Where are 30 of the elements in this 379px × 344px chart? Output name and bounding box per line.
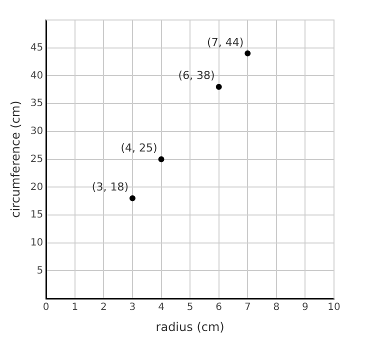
y-axis-title: circumference (cm) xyxy=(8,100,22,218)
data-label: (4, 25) xyxy=(120,142,158,155)
point xyxy=(129,195,136,202)
x-tick-label: 1 xyxy=(72,302,78,314)
y-tick-label: 15 xyxy=(30,210,44,221)
y-tick-label: 20 xyxy=(30,182,44,193)
y-tick-label: 40 xyxy=(30,70,44,82)
point xyxy=(158,156,164,162)
y-tick-label: 30 xyxy=(30,126,44,138)
y-tick-label: 10 xyxy=(30,237,44,248)
y-tick-label: 45 xyxy=(30,42,44,54)
x-tick-label: 2 xyxy=(100,302,107,314)
x-axis-title: radius (cm) xyxy=(156,320,224,334)
x-tick-label: 7 xyxy=(244,302,251,314)
y-tick-label: 25 xyxy=(30,154,44,165)
data-label: (6, 38) xyxy=(178,69,215,82)
x-tick-label: 3 xyxy=(129,302,136,314)
x-tick-label: 5 xyxy=(186,302,194,314)
y-tick-label: 5 xyxy=(36,265,44,276)
x-tick-label: 0 xyxy=(42,302,50,314)
point xyxy=(244,50,251,56)
y-tick-label: 35 xyxy=(30,98,44,110)
point xyxy=(216,84,222,90)
x-tick-label: 8 xyxy=(273,302,280,314)
x-tick-label: 9 xyxy=(302,302,308,314)
data-label: (3, 18) xyxy=(92,180,128,194)
data-label: (7, 44) xyxy=(207,36,244,49)
x-tick-label: 6 xyxy=(216,302,222,314)
x-tick-label: 4 xyxy=(158,302,164,314)
x-tick-label: 10 xyxy=(328,302,340,314)
